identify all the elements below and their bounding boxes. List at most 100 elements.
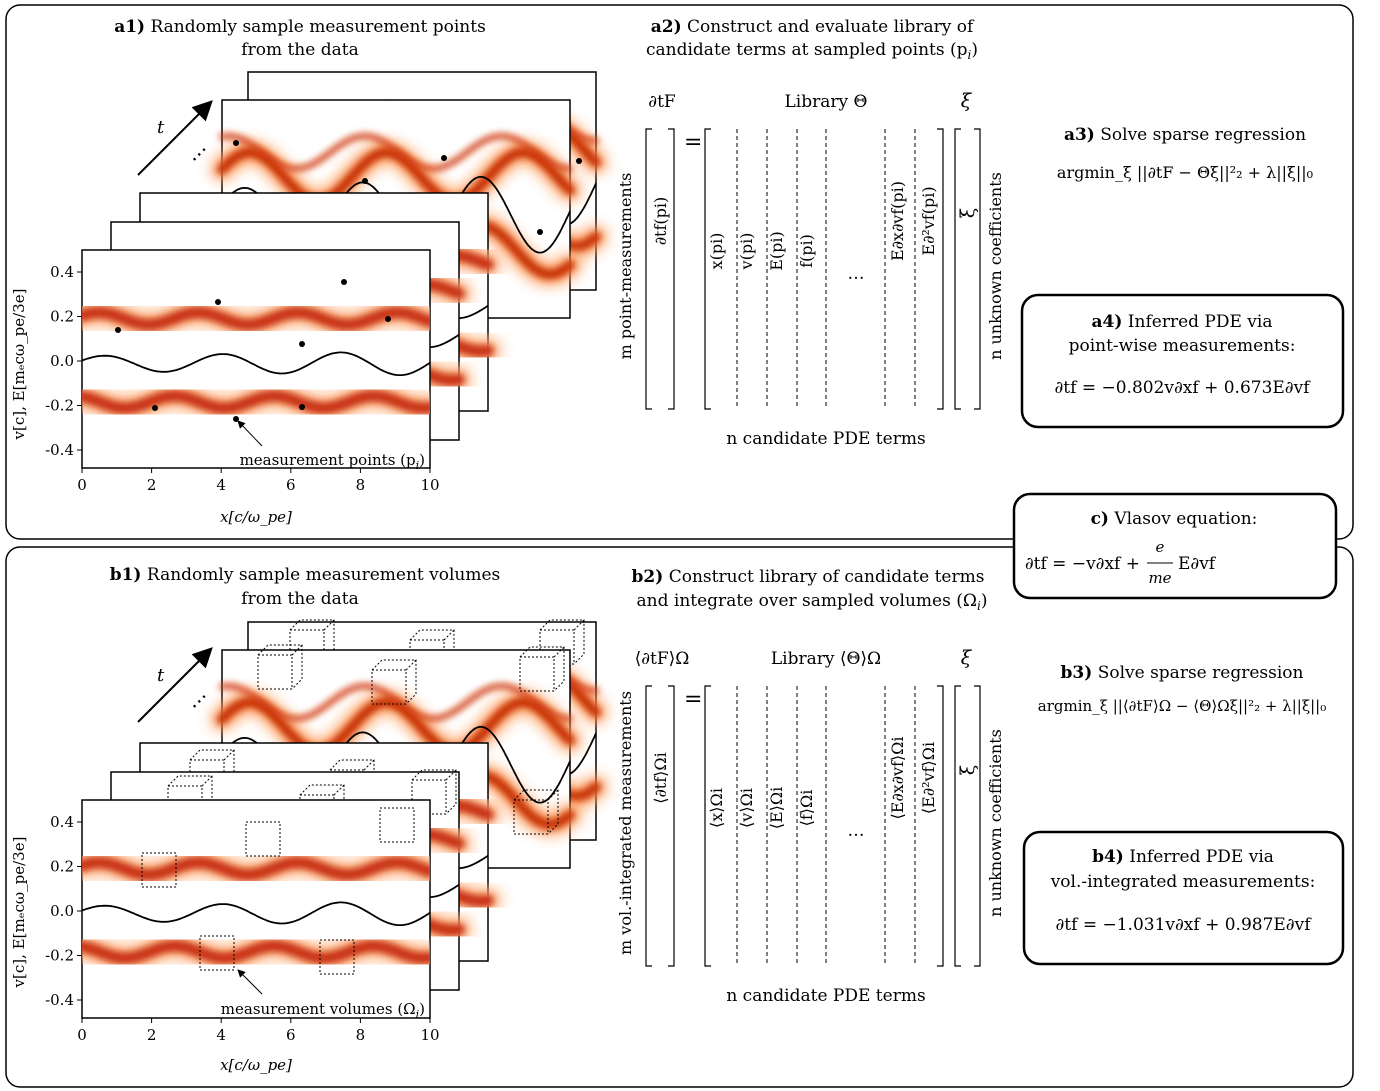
a3-title: a3) Solve sparse regression: [1064, 125, 1306, 145]
measurement-volume: [245, 821, 281, 857]
vlasov-fraction-numerator: e: [1156, 538, 1165, 556]
a4-title: a4) Inferred PDE via: [1092, 312, 1273, 332]
rows-label: m point-measurements: [616, 173, 635, 360]
library-column: ⟨E∂²vf⟩Ωi: [919, 742, 938, 814]
y-tick-label: 0.2: [50, 308, 74, 326]
b3-formula: argmin_ξ ||⟨∂tF⟩Ω − ⟨Θ⟩Ωξ||²₂ + λ||ξ||₀: [1038, 697, 1326, 715]
vlasov-title: c) Vlasov equation:: [1091, 509, 1258, 529]
panel-b-frame: [5, 546, 1354, 1088]
measurement-volume: [141, 852, 177, 888]
front-plot-b: v[c], E[mₑcω_pe/3e] x[c/ω_pe] 0 2 4 6 8 10 0.4…: [10, 813, 440, 1074]
frame-ellipsis-b: ⋯: [183, 685, 214, 716]
data-frame-4: [81, 249, 431, 469]
equals-sign: =: [684, 687, 702, 712]
coef-label: n unknown coefficients: [986, 172, 1005, 360]
lhs-label: ∂tF: [648, 92, 676, 112]
lhs-vector-label: ⟨∂tf⟩Ωi: [651, 752, 670, 804]
frame-ellipsis: ⋯: [183, 138, 214, 169]
measurement-volumes-label: measurement volumes (Ωi): [221, 1000, 425, 1021]
data-frame-4: [81, 799, 431, 1019]
library-label: Library ⟨Θ⟩Ω: [771, 649, 881, 669]
a4-subtitle: point-wise measurements:: [1069, 336, 1296, 356]
a2-title-line2: candidate terms at sampled points (pi): [646, 40, 978, 62]
annotation-arrow-b: [237, 969, 263, 995]
measurement-point: [115, 327, 121, 333]
y-tick-label: 0.2: [50, 858, 74, 876]
library-column: ⟨v⟩Ωi: [737, 788, 756, 828]
annotation-arrow: [237, 420, 263, 447]
measurement-volume: [371, 669, 407, 705]
library-column: ⟨E⟩Ωi: [767, 787, 786, 830]
b2-title-line1: b2) Construct library of candidate terms: [632, 567, 985, 587]
measurement-point: [441, 155, 447, 161]
y-tick-label: -0.4: [45, 991, 74, 1009]
library-matrix-b: ⟨∂tF⟩Ω Library ⟨Θ⟩Ω ξ = m vol.-integrated me…: [616, 647, 1005, 1006]
library-column: x(pi): [707, 233, 726, 270]
library-label: Library Θ: [785, 92, 868, 112]
library-column: v(pi): [737, 233, 756, 271]
b2-title-line2: and integrate over sampled volumes (Ωi): [637, 591, 988, 613]
x-tick-label: 10: [420, 476, 439, 494]
library-column: E∂²vf(pi): [919, 186, 938, 255]
x-tick-label: 2: [147, 476, 157, 494]
measurement-point: [233, 140, 239, 146]
library-column: E∂x∂vf(pi): [888, 181, 907, 261]
b1-title-line1: b1) Randomly sample measurement volumes: [110, 565, 501, 585]
x-tick-label: 8: [356, 476, 366, 494]
measurement-volume: [379, 807, 415, 843]
measurement-point: [299, 341, 305, 347]
y-tick-label: -0.2: [45, 397, 74, 415]
y-tick-label: 0.4: [50, 813, 74, 831]
equals-sign: =: [684, 130, 702, 155]
a4-box: [1020, 293, 1345, 429]
y-tick-label: 0.0: [50, 352, 74, 370]
lhs-vector-label: ∂tf(pi): [651, 197, 670, 245]
cols-label: n candidate PDE terms: [726, 429, 925, 449]
measurement-point: [362, 178, 368, 184]
x-tick-label: 0: [77, 1026, 87, 1044]
measurement-point: [152, 405, 158, 411]
measurement-points-label: measurement points (pi): [240, 451, 425, 472]
time-label: t: [157, 117, 165, 138]
a1-title-line2: from the data: [241, 40, 358, 60]
library-column: ⟨f⟩Ωi: [797, 790, 816, 827]
x-tick-label: 0: [77, 476, 87, 494]
x-tick-label: 4: [216, 476, 226, 494]
x-tick-label: 4: [216, 1026, 226, 1044]
library-column: E(pi): [767, 231, 786, 271]
cols-label: n candidate PDE terms: [726, 986, 925, 1006]
data-frame-stack: [81, 71, 607, 469]
y-tick-label: 0.4: [50, 263, 74, 281]
measurement-point: [576, 158, 582, 164]
x-tick-label: 6: [286, 476, 296, 494]
b4-title: b4) Inferred PDE via: [1092, 847, 1274, 867]
y-axis-label: v[c], E[mₑcω_pe/3e]: [10, 289, 28, 441]
vlasov-box: [1012, 492, 1338, 600]
x-tick-label: 2: [147, 1026, 157, 1044]
x-axis-label-b: x[c/ω_pe]: [220, 1056, 292, 1074]
vlasov-fraction-denominator: me: [1148, 569, 1171, 587]
lhs-label: ⟨∂tF⟩Ω: [635, 649, 690, 669]
xi-label: ξ: [961, 90, 973, 112]
a3-formula: argmin_ξ ||∂tF − Θξ||²₂ + λ||ξ||₀: [1057, 163, 1313, 182]
b4-box: [1022, 830, 1345, 966]
coef-label: n unknown coefficients: [986, 729, 1005, 917]
measurement-point: [537, 229, 543, 235]
xi-vector-label: ξ: [957, 208, 979, 218]
panel-c: c) Vlasov equation: ∂tf = −v∂xf + e me E…: [1012, 492, 1338, 600]
b3-title: b3) Solve sparse regression: [1061, 663, 1304, 683]
front-plot-a: v[c], E[mₑcω_pe/3e] x[c/ω_pe] 0 2 4 6 8 10 0.4…: [10, 263, 440, 526]
library-column: ⟨E∂x∂vf⟩Ωi: [888, 736, 907, 819]
library-column-ellipsis: …: [848, 264, 865, 284]
measurement-volume: [513, 799, 549, 835]
y-tick-label: -0.2: [45, 947, 74, 965]
y-axis-label-b: v[c], E[mₑcω_pe/3e]: [10, 837, 28, 989]
x-tick-label: 6: [286, 1026, 296, 1044]
library-column: f(pi): [797, 234, 816, 268]
x-axis-label: x[c/ω_pe]: [220, 508, 292, 526]
library-column-ellipsis: …: [848, 821, 865, 841]
b4-equation: ∂tf = −1.031v∂xf + 0.987E∂vf: [1056, 915, 1313, 935]
y-tick-label: -0.4: [45, 441, 74, 459]
rows-label: m vol.-integrated measurements: [616, 691, 635, 955]
